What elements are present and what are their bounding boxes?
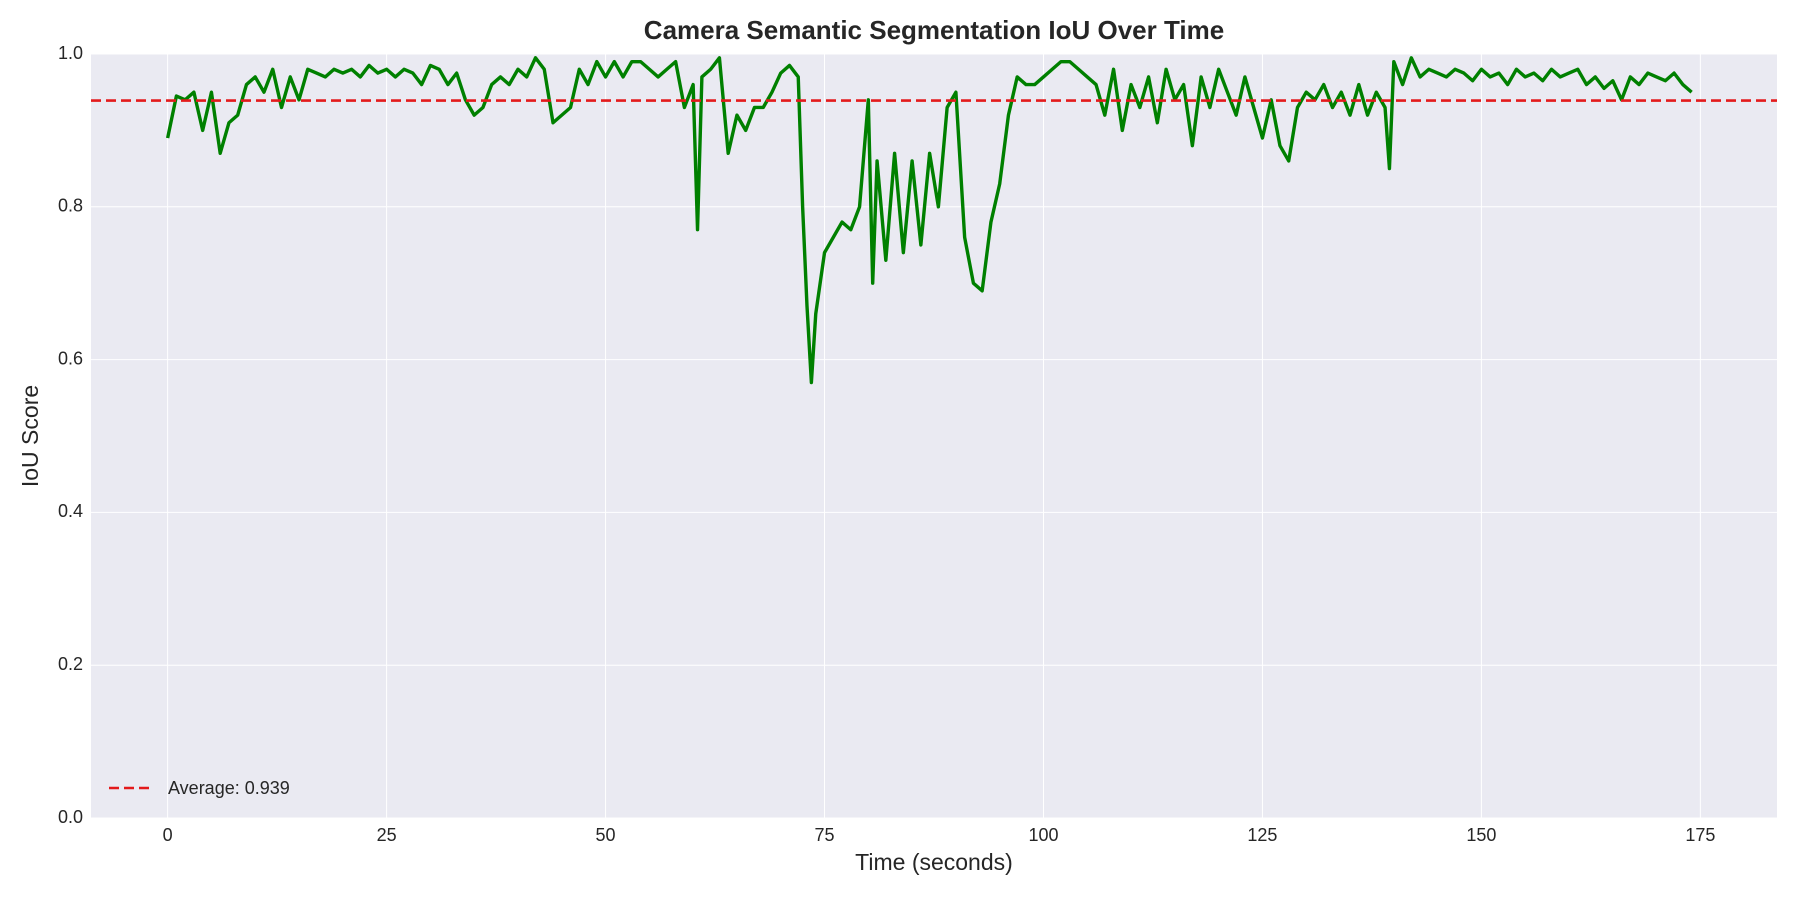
x-tick-label: 50 bbox=[596, 825, 616, 845]
y-tick-label: 0.2 bbox=[58, 654, 83, 674]
chart-title: Camera Semantic Segmentation IoU Over Ti… bbox=[644, 15, 1224, 45]
x-tick-label: 175 bbox=[1685, 825, 1715, 845]
y-tick-label: 0.0 bbox=[58, 807, 83, 827]
x-tick-label: 0 bbox=[163, 825, 173, 845]
x-tick-label: 75 bbox=[815, 825, 835, 845]
x-tick-label: 25 bbox=[377, 825, 397, 845]
x-tick-label: 100 bbox=[1028, 825, 1058, 845]
x-tick-label: 150 bbox=[1466, 825, 1496, 845]
y-tick-label: 1.0 bbox=[58, 43, 83, 63]
plot-area bbox=[91, 54, 1777, 818]
legend-label: Average: 0.939 bbox=[168, 778, 290, 798]
y-tick-label: 0.6 bbox=[58, 348, 83, 368]
y-tick-label: 0.4 bbox=[58, 501, 83, 521]
y-tick-label: 0.8 bbox=[58, 196, 83, 216]
x-axis-label: Time (seconds) bbox=[855, 849, 1013, 875]
x-tick-label: 125 bbox=[1247, 825, 1277, 845]
y-axis-label: IoU Score bbox=[17, 385, 43, 487]
data-line bbox=[165, 56, 1693, 385]
